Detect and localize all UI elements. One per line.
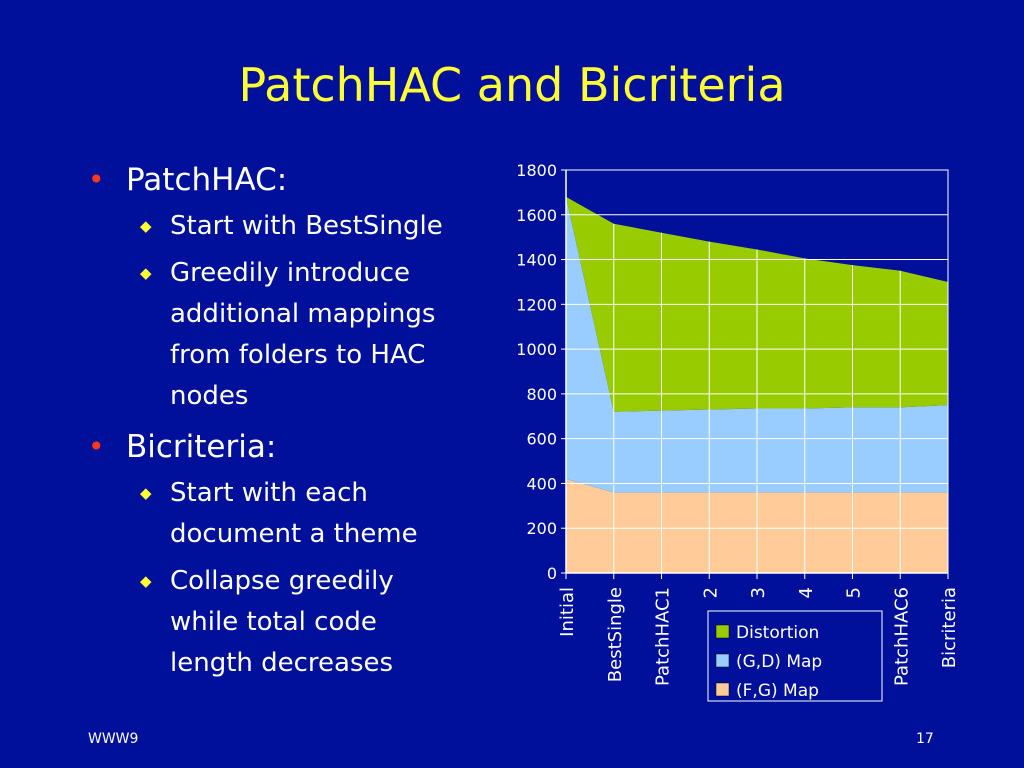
sub-bullet-line: Greedily introduce [170,258,411,288]
bullet-dot-icon: • [88,163,105,196]
bullet-item: • Bicriteria: [88,427,488,467]
diamond-bullet-icon: ◆ [140,484,152,502]
sub-bullet-item: ◆ Start with each document a theme [88,473,488,555]
x-tick-label: PatchHAC6 [891,587,912,686]
sub-bullet-line: Start with BestSingle [170,211,443,241]
sub-bullet-line: document a theme [170,519,418,549]
x-tick-label: BestSingle [605,587,626,682]
sub-bullet-line: nodes [170,381,249,411]
y-tick-label: 1400 [516,251,557,270]
legend-swatch [715,653,730,668]
y-tick-label: 1800 [516,161,557,180]
x-tick-label: Initial [557,587,578,637]
stacked-area-chart: 0 200 400 600 800 1000 1200 1400 1600 1800 Initial… [516,161,960,702]
sub-bullet-line: Start with each [170,478,368,508]
y-tick-label: 0 [547,564,557,583]
bullet-item: • PatchHAC: [88,160,488,200]
legend-label: (G,D) Map [736,652,822,672]
y-tick-label: 1600 [516,206,557,225]
y-tick-label: 800 [526,385,557,404]
legend-label: Distortion [736,623,819,643]
bullet-text: PatchHAC: [126,162,288,198]
y-tick-label: 200 [526,519,557,538]
bullet-dot-icon: • [88,430,105,463]
x-tick-label: Bicriteria [939,587,960,668]
bullet-list: • PatchHAC: ◆ Start with BestSingle ◆ Greedil… [88,160,488,690]
diamond-bullet-icon: ◆ [140,572,152,590]
legend-swatch [715,624,730,639]
sub-bullet-line: Collapse greedily [170,566,394,596]
sub-bullet-item: ◆ Start with BestSingle [88,206,488,247]
legend-label: (F,G) Map [736,681,819,701]
sub-bullet-line: from folders to HAC [170,340,426,370]
legend [707,610,883,702]
footer-left: WWW9 [88,731,139,747]
bullet-text: Bicriteria: [126,429,277,465]
legend-swatch [715,682,730,697]
slide-title: PatchHAC and Bicriteria [238,58,786,112]
sub-bullet-line: additional mappings [170,299,436,329]
x-tick-label: 3 [748,587,769,598]
y-tick-label: 1200 [516,295,557,314]
sub-bullet-line: length decreases [170,648,394,678]
y-tick-label: 600 [526,430,557,449]
diamond-bullet-icon: ◆ [140,217,152,235]
sub-bullet-item: ◆ Greedily introduce additional mappings fr… [88,253,488,417]
x-tick-label: 5 [844,587,865,598]
y-tick-label: 1000 [516,340,557,359]
y-tick-label: 400 [526,474,557,493]
page-number: 17 [916,731,934,747]
x-tick-label: 2 [700,587,721,598]
x-tick-label: 4 [796,587,817,598]
sub-bullet-line: while total code [170,607,377,637]
sub-bullet-item: ◆ Collapse greedily while total code length… [88,561,488,684]
diamond-bullet-icon: ◆ [140,264,152,282]
x-tick-label: PatchHAC1 [653,587,674,686]
